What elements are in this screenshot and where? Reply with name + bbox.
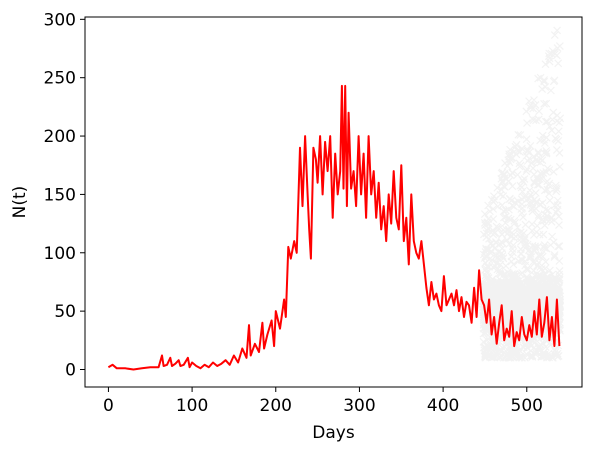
y-tick-label: 150 <box>44 185 76 205</box>
x-tick-label: 500 <box>511 396 543 416</box>
line-layer <box>107 84 561 371</box>
x-tick-label: 300 <box>343 396 375 416</box>
x-tick-label: 100 <box>176 396 208 416</box>
y-axis-label: N(t) <box>10 186 30 219</box>
y-tick-label: 200 <box>44 127 76 147</box>
x-tick-label: 200 <box>260 396 292 416</box>
x-tick-label: 0 <box>103 396 114 416</box>
scatter-layer <box>479 26 565 362</box>
y-tick-label: 0 <box>65 360 76 380</box>
axes-layer: 0 100 200 300 400 500 0 50 100 150 200 250 300 <box>44 10 583 416</box>
y-tick-label: 250 <box>44 69 76 89</box>
y-tick-label: 50 <box>54 302 76 322</box>
scatter-points <box>479 26 565 362</box>
series-line <box>107 84 561 371</box>
plot-frame <box>84 16 583 388</box>
x-axis-label: Days <box>312 423 355 443</box>
y-tick-label: 300 <box>44 10 76 30</box>
x-tick-label: 400 <box>427 396 459 416</box>
y-tick-label: 100 <box>44 244 76 264</box>
